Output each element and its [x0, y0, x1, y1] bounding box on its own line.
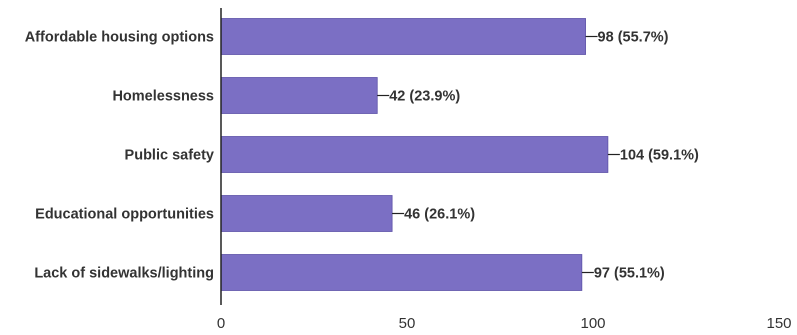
bar-1 — [220, 77, 378, 114]
bars-group — [220, 18, 609, 291]
category-label-0: Affordable housing options — [25, 30, 214, 46]
data-label-3: 46 (26.1%) — [404, 207, 475, 223]
x-tick-label-1: 50 — [399, 315, 416, 332]
bar-4 — [220, 254, 583, 291]
data-label-0: 98 (55.7%) — [598, 30, 669, 46]
x-tick-label-0: 0 — [217, 315, 225, 332]
category-label-3: Educational opportunities — [35, 207, 214, 223]
ticks-group: 0 50 100 150 — [217, 315, 792, 332]
category-label-1: Homelessness — [112, 89, 214, 105]
bar-3 — [220, 195, 393, 232]
labels-group: Affordable housing options 98 (55.7%) Home… — [25, 30, 699, 282]
bar-0 — [220, 18, 586, 55]
data-label-1: 42 (23.9%) — [389, 89, 460, 105]
category-label-4: Lack of sidewalks/lighting — [34, 266, 214, 282]
data-label-2: 104 (59.1%) — [620, 148, 699, 164]
bar-2 — [220, 136, 609, 173]
data-label-4: 97 (55.1%) — [594, 266, 665, 282]
x-tick-label-2: 100 — [580, 315, 605, 332]
category-label-2: Public safety — [125, 148, 214, 164]
x-tick-label-3: 150 — [766, 315, 791, 332]
